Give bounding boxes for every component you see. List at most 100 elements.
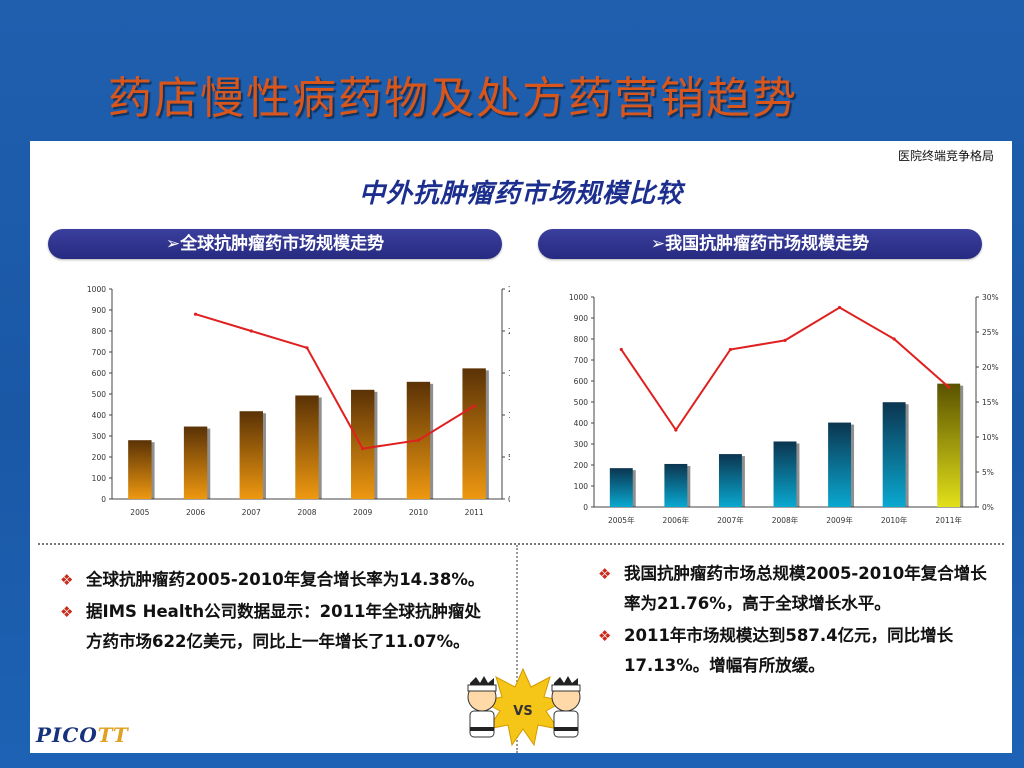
- y-tick-label: 700: [92, 348, 107, 357]
- growth-point: [783, 338, 787, 342]
- china-notes: ❖ 我国抗肿瘤药市场总规模2005-2010年复合增长率为21.76%，高于全球增…: [594, 559, 994, 683]
- x-tick-label: 2008: [297, 508, 316, 517]
- bar: [183, 426, 208, 499]
- note-text: 据IMS Health公司数据显示：2011年全球抗肿瘤处方药市场622亿美元，…: [86, 602, 482, 651]
- slide-title: 药店慢性病药物及处方药营销趋势: [108, 73, 798, 124]
- y-tick-label: 500: [574, 398, 589, 407]
- y-tick-label: 100: [574, 482, 589, 491]
- x-tick-label: 2006年: [663, 515, 690, 525]
- bar: [937, 383, 961, 507]
- section-header-china: ➢我国抗肿瘤药市场规模走势: [538, 229, 982, 259]
- growth-point: [837, 305, 842, 310]
- bar: [664, 463, 688, 507]
- china-market-chart: 0 100 200 300 400 500 600 700 800 900 1000 0% 5% 10% 1…: [569, 293, 999, 525]
- growth-point: [249, 329, 253, 333]
- bar: [351, 389, 375, 499]
- note-text: 全球抗肿瘤药2005-2010年复合增长率为14.38%。: [86, 570, 485, 589]
- content-panel: 医院终端竞争格局 中外抗肿瘤药市场规模比较 ➢全球抗肿瘤药市场规模走势 ➢我国抗…: [30, 141, 1012, 753]
- bar: [295, 395, 319, 499]
- y2-tick-label: 30%: [982, 293, 999, 302]
- x-tick-label: 2008年: [772, 515, 799, 525]
- y2-tick-label: 15%: [508, 369, 510, 378]
- x-tick-label: 2010: [409, 508, 428, 517]
- bar: [718, 454, 742, 507]
- divider-horizontal: [38, 543, 1004, 545]
- growth-point: [674, 428, 678, 432]
- y-tick-label: 200: [92, 453, 107, 462]
- x-tick-label: 2007年: [717, 515, 744, 525]
- fighter-left-icon: [467, 676, 497, 738]
- note-text: 我国抗肿瘤药市场总规模2005-2010年复合增长率为21.76%，高于全球增长…: [624, 564, 987, 613]
- vs-illustration: VS: [467, 667, 581, 747]
- x-tick-label: 2005年: [608, 515, 635, 525]
- bar: [773, 441, 797, 507]
- y-tick-label: 1000: [87, 285, 106, 294]
- growth-point: [892, 337, 896, 341]
- y2-tick-label: 25%: [508, 285, 510, 294]
- y-tick-label: 100: [92, 474, 107, 483]
- y-tick-label: 800: [92, 327, 107, 336]
- panel-title: 中外抗肿瘤药市场规模比较: [358, 179, 683, 209]
- y-tick-label: 1000: [569, 293, 588, 302]
- x-tick-label: 2005: [130, 508, 149, 517]
- x-tick-label: 2009: [353, 508, 372, 517]
- x-tick-label: 2007: [242, 508, 261, 517]
- y-tick-label: 400: [574, 419, 589, 428]
- note-item: ❖ 据IMS Health公司数据显示：2011年全球抗肿瘤处方药市场622亿美元…: [56, 597, 496, 657]
- growth-line: [195, 313, 475, 450]
- y-tick-label: 900: [574, 314, 589, 323]
- bar: [128, 440, 152, 499]
- y2-tick-label: 20%: [508, 327, 510, 336]
- x-tick-label: 2011: [465, 508, 484, 517]
- y2-tick-label: 10%: [508, 411, 510, 420]
- y2-tick-label: 15%: [982, 398, 999, 407]
- y-tick-label: 300: [92, 432, 107, 441]
- y2-tick-label: 20%: [982, 363, 999, 372]
- section-header-global: ➢全球抗肿瘤药市场规模走势: [48, 229, 502, 259]
- diamond-bullet-icon: ❖: [598, 565, 612, 583]
- y2-tick-label: 25%: [982, 328, 999, 337]
- y2-tick-label: 10%: [982, 433, 999, 442]
- pico-logo: PICOTT: [36, 723, 129, 747]
- growth-point: [416, 438, 421, 442]
- x-tick-label: 2009年: [826, 515, 853, 525]
- bar: [882, 402, 906, 507]
- diamond-bullet-icon: ❖: [598, 627, 612, 645]
- bar: [462, 368, 486, 499]
- y2-tick-label: 0%: [508, 495, 510, 504]
- growth-point: [728, 347, 733, 352]
- y-tick-label: 700: [574, 356, 589, 365]
- y-tick-label: 300: [574, 440, 589, 449]
- x-tick-label: 2011年: [935, 515, 962, 525]
- fighter-right-icon: [551, 676, 581, 738]
- bar: [609, 468, 633, 507]
- bar: [239, 411, 263, 499]
- note-item: ❖ 我国抗肿瘤药市场总规模2005-2010年复合增长率为21.76%，高于全球增…: [594, 559, 994, 619]
- bar: [828, 422, 852, 507]
- vs-label: VS: [513, 704, 532, 719]
- y-tick-label: 900: [92, 306, 107, 315]
- y-tick-label: 0: [101, 495, 106, 504]
- y2-tick-label: 5%: [982, 468, 994, 477]
- growth-point: [361, 447, 365, 451]
- diamond-bullet-icon: ❖: [60, 603, 74, 621]
- y-tick-label: 0: [583, 503, 588, 512]
- divider-vertical: [516, 545, 518, 753]
- corner-label: 医院终端竞争格局: [897, 149, 994, 163]
- y-tick-label: 400: [92, 411, 107, 420]
- global-notes: ❖ 全球抗肿瘤药2005-2010年复合增长率为14.38%。 ❖ 据IMS Hea…: [56, 565, 496, 659]
- growth-point: [472, 404, 476, 408]
- y-tick-label: 200: [574, 461, 589, 470]
- x-tick-label: 2006: [186, 508, 205, 517]
- y2-tick-label: 5%: [508, 453, 510, 462]
- vs-burst-icon: [480, 667, 566, 747]
- global-market-chart: 0 100 200 300 400 500 600 700 800 900 1000 0% 5% 10% 1…: [87, 285, 510, 517]
- y-tick-label: 600: [92, 369, 107, 378]
- y-tick-label: 800: [574, 335, 589, 344]
- note-item: ❖ 2011年市场规模达到587.4亿元，同比增长17.13%。增幅有所放缓。: [594, 621, 994, 681]
- growth-point: [947, 385, 951, 389]
- growth-point: [193, 312, 198, 316]
- note-text: 2011年市场规模达到587.4亿元，同比增长17.13%。增幅有所放缓。: [624, 626, 954, 675]
- y2-tick-label: 0%: [982, 503, 994, 512]
- note-item: ❖ 全球抗肿瘤药2005-2010年复合增长率为14.38%。: [56, 565, 496, 595]
